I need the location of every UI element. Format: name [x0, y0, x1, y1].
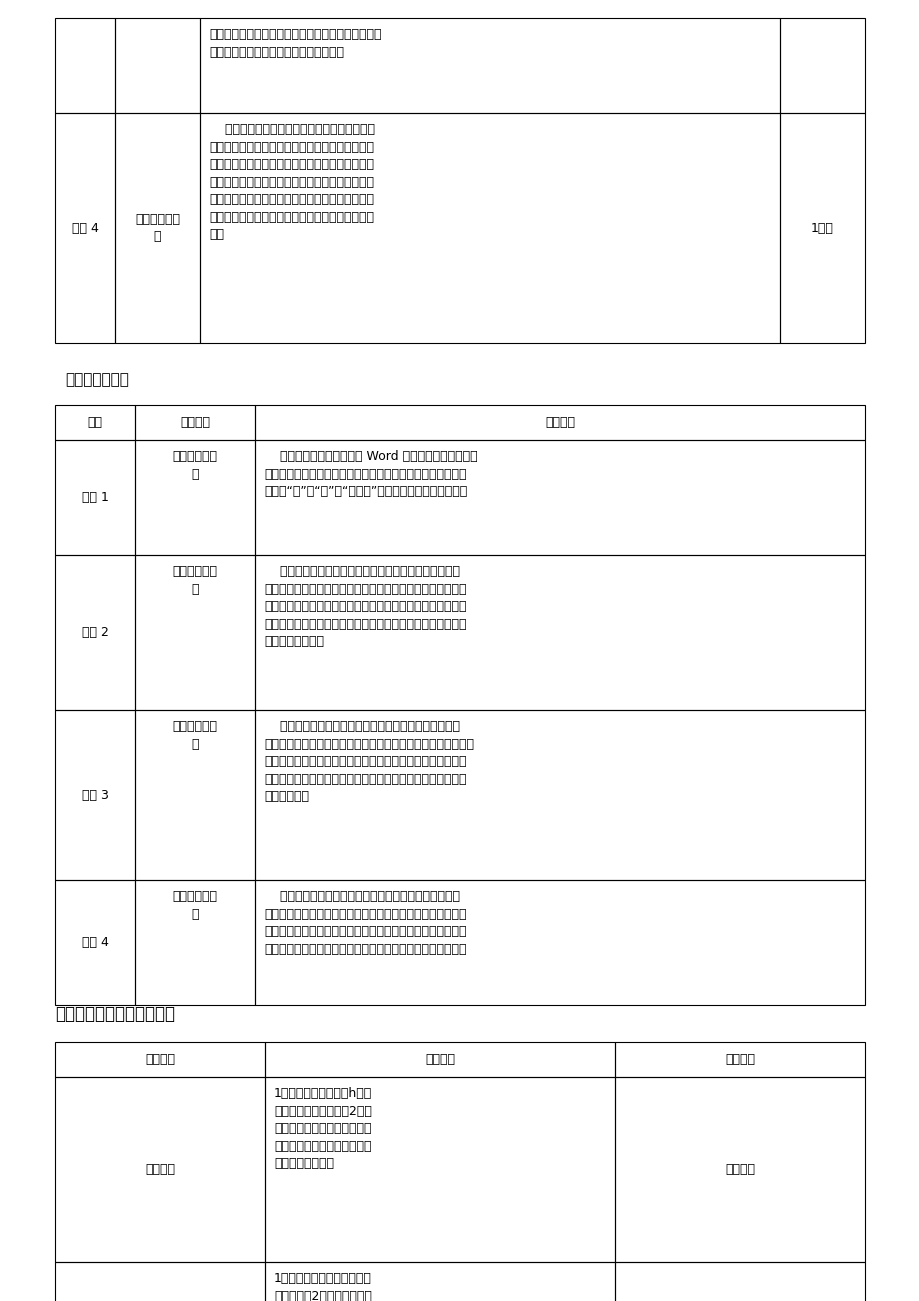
Text: 学习水平: 学习水平	[724, 1053, 754, 1066]
Text: 活动: 活动	[87, 416, 102, 429]
Text: 较上节课相比，本节课教学内容相对减少，没有繁琐地
输入内容，但操作技能部分有所增加，如单元格的选择与合并
等。由于上节课有了一定的表格操作基础（如光标的移动），: 较上节课相比，本节课教学内容相对减少，没有繁琐地 输入内容，但操作技能部分有所增…	[264, 565, 466, 648]
Text: 掌握操作: 掌握操作	[724, 1163, 754, 1176]
Text: 活动 1: 活动 1	[82, 490, 108, 503]
Bar	[135, 405, 255, 440]
Bar	[55, 1042, 265, 1077]
Text: 绍，设置表格边框和填充底纹的操作方法有好几种，
教材中只介绍了简单且易于操作的方法。: 绍，设置表格边框和填充底纹的操作方法有好几种， 教材中只介绍了简单且易于操作的方…	[209, 29, 381, 59]
Text: 活动 4: 活动 4	[82, 935, 108, 948]
Bar	[199, 18, 779, 113]
Bar	[55, 440, 135, 556]
Bar	[779, 18, 864, 113]
Bar	[55, 113, 115, 343]
Text: 活动名称: 活动名称	[180, 416, 210, 429]
Bar	[135, 710, 255, 879]
Bar	[55, 18, 115, 113]
Bar	[255, 440, 864, 556]
Bar	[614, 1077, 864, 1262]
Text: （三）学情分析: （三）学情分析	[65, 372, 129, 386]
Bar	[115, 18, 199, 113]
Bar	[255, 556, 864, 710]
Text: 完善班级课程
表: 完善班级课程 表	[135, 213, 180, 243]
Text: 单元序号: 单元序号	[145, 1053, 175, 1066]
Text: 建立班级课程
表: 建立班级课程 表	[173, 450, 217, 480]
Bar	[115, 113, 199, 343]
Text: 1、了解表格中单元格的多种
对齐方式。2、熟练选中表格
的单元格或行。: 1、了解表格中单元格的多种 对齐方式。2、熟练选中表格 的单元格或行。	[274, 1272, 371, 1301]
Text: 通过前三课的学习，学生了解了选中行和列的方法，掌
握了创建、编辑和美化课程表的方法。通过本课的学习，可以
进一步培养学生先选中后操作意识，同时掌握合并单元格、设: 通过前三课的学习，学生了解了选中行和列的方法，掌 握了创建、编辑和美化课程表的方…	[264, 890, 466, 955]
Text: 单元目标: 单元目标	[425, 1053, 455, 1066]
Bar	[55, 556, 135, 710]
Text: 1课时: 1课时	[811, 221, 833, 234]
Bar	[55, 1077, 265, 1262]
Bar	[265, 1077, 614, 1262]
Text: 完善班级课程
表: 完善班级课程 表	[173, 890, 217, 921]
Text: 活动 2: 活动 2	[82, 626, 108, 639]
Bar	[779, 113, 864, 343]
Bar	[135, 879, 255, 1004]
Bar	[255, 879, 864, 1004]
Bar	[255, 405, 864, 440]
Bar	[135, 556, 255, 710]
Text: 在前两课中，学生已经学会创建并编辑课程表，而学生
对新事物很感兴趣，显然，粗糙的课程表无法满足学生的需求，
让学生对作品进行美化、修饰，进一步调动学生的兴趣。通: 在前两课中，学生已经学会创建并编辑课程表，而学生 对新事物很感兴趣，显然，粗糙的…	[264, 719, 473, 803]
Text: 这节课的内容是在前三课的基础上，对已经简
单编辑、修饰和美化过的表格进行完善，是决定能
否获得一张精美表格的关键。完善表格是利用电脑
进行文字处理的一项重要内容: 这节课的内容是在前三课的基础上，对已经简 单编辑、修饰和美化过的表格进行完善，是…	[209, 124, 375, 241]
Text: 学生在学习本课前已经对 Word 软件有了初步的认识。
能够熟练地使用工具栏中的部分工具。但是，部分学生可能分
不清楚“行”、“列”、“单元格”的含义，应让他们: 学生在学习本课前已经对 Word 软件有了初步的认识。 能够熟练地使用工具栏中的…	[264, 450, 477, 498]
Bar	[255, 710, 864, 879]
Text: 第一课时: 第一课时	[145, 1163, 175, 1176]
Text: 学情分析: 学情分析	[544, 416, 574, 429]
Bar	[265, 1262, 614, 1301]
Bar	[55, 405, 135, 440]
Bar	[614, 1042, 864, 1077]
Text: 三、单元学习与作业目标：: 三、单元学习与作业目标：	[55, 1004, 175, 1023]
Text: 编辑班级课程
表: 编辑班级课程 表	[173, 565, 217, 596]
Bar	[614, 1262, 864, 1301]
Bar	[135, 440, 255, 556]
Text: 活动 4: 活动 4	[72, 221, 98, 234]
Bar	[55, 710, 135, 879]
Text: 美化班级课程
表: 美化班级课程 表	[173, 719, 217, 751]
Bar	[55, 1262, 265, 1301]
Text: 活动 3: 活动 3	[82, 788, 108, 801]
Bar	[265, 1042, 614, 1077]
Text: 1、了解表格、行、列h单元
格等基本概念的含义。2、熟
练掌握插入表格的方法。巩固
快速输入文字的方法技巧（如
复制、粘贴等）。: 1、了解表格、行、列h单元 格等基本概念的含义。2、熟 练掌握插入表格的方法。巩…	[274, 1088, 372, 1170]
Bar	[199, 113, 779, 343]
Bar	[55, 879, 135, 1004]
